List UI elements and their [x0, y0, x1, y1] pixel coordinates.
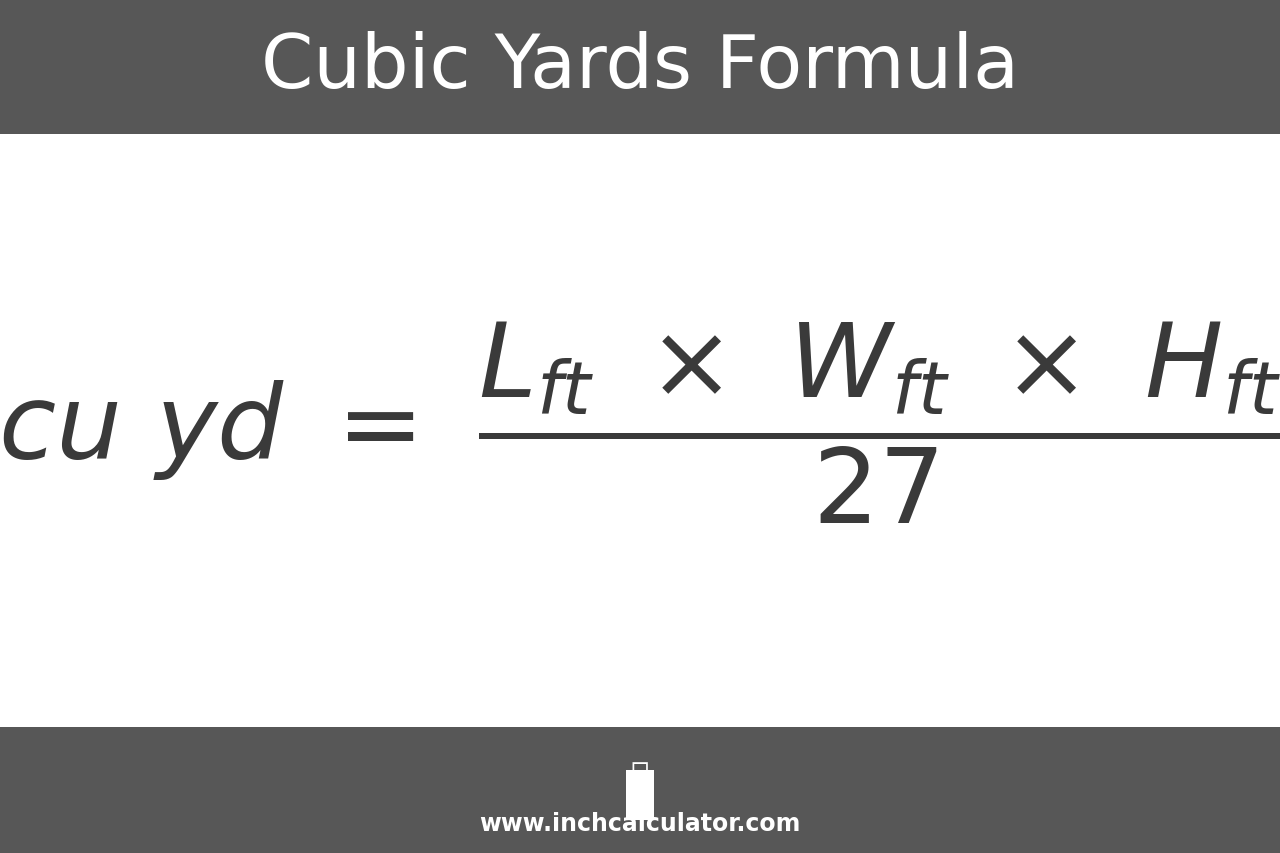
Text: www.inchcalculator.com: www.inchcalculator.com [479, 810, 801, 835]
Text: 🖩: 🖩 [631, 760, 649, 789]
Bar [0, 727, 1280, 853]
FancyBboxPatch shape [626, 770, 654, 820]
Bar [0, 0, 1280, 135]
Text: $\mathit{cu}\ \mathit{yd}\ =\ \dfrac{\mathit{L}_{\mathit{ft}}\ \times\ \mathit{W: $\mathit{cu}\ \mathit{yd}\ =\ \dfrac{\ma… [0, 319, 1280, 525]
Text: Cubic Yards Formula: Cubic Yards Formula [261, 31, 1019, 104]
